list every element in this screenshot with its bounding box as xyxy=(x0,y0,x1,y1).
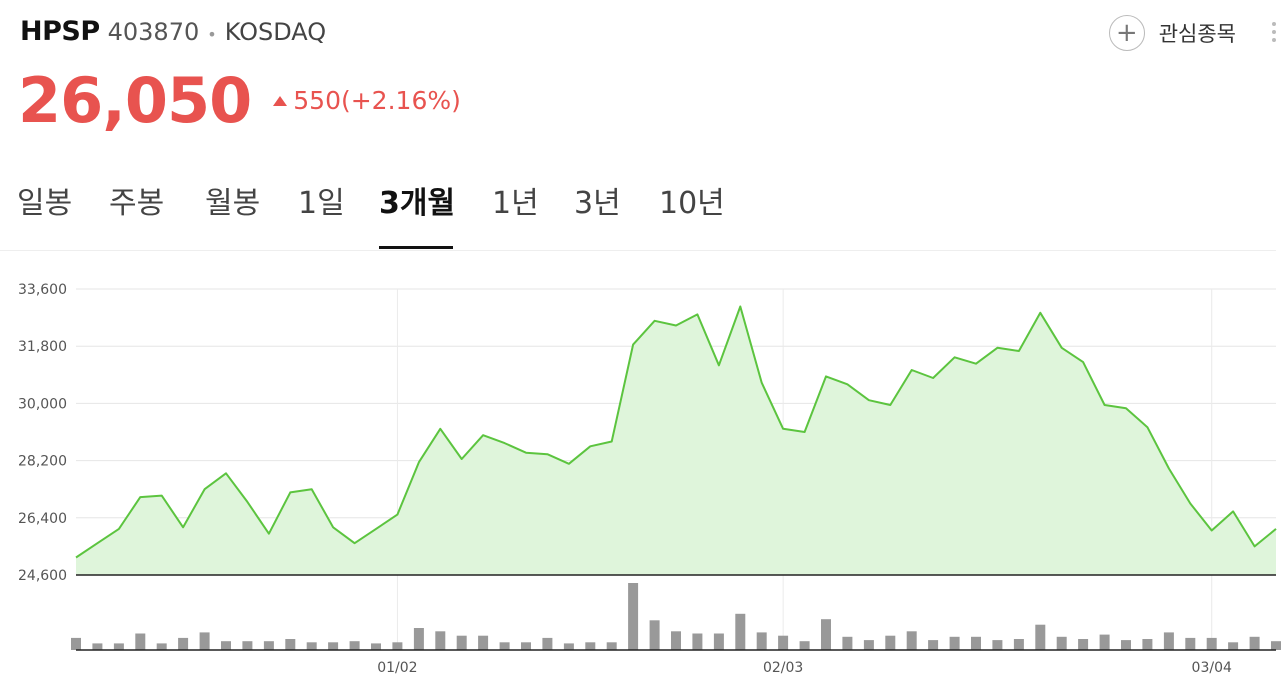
current-price: 26,050 xyxy=(18,64,252,137)
x-tick-label: 03/04 xyxy=(1192,660,1232,676)
volume-bar xyxy=(1249,636,1260,650)
volume-bar xyxy=(1035,624,1046,650)
volume-bar xyxy=(821,619,831,650)
volume-bar xyxy=(1206,637,1217,650)
volume-bar xyxy=(971,636,981,650)
y-tick-label: 26,400 xyxy=(18,511,67,527)
volume-bar xyxy=(606,642,617,650)
volume-bar xyxy=(563,643,574,650)
volume-bar xyxy=(413,628,424,650)
stock-name: HPSP xyxy=(20,16,100,47)
volume-bar xyxy=(542,637,553,650)
volume-bar xyxy=(392,642,403,650)
volume-bar xyxy=(156,643,167,650)
price-row: 26,050 550(+2.16%) xyxy=(18,64,461,137)
tab-weekly[interactable]: 주봉 xyxy=(109,186,165,221)
volume-bar xyxy=(456,635,467,650)
volume-bar xyxy=(242,641,253,650)
plus-icon: + xyxy=(1108,15,1145,51)
volume-bar xyxy=(92,643,103,650)
volume-bar xyxy=(1163,632,1174,650)
volume-bar xyxy=(285,639,296,650)
volume-bar xyxy=(906,631,917,650)
volume-bar xyxy=(349,641,360,650)
volume-bar xyxy=(799,641,810,650)
volume-bar xyxy=(435,631,446,650)
tab-3year[interactable]: 3년 xyxy=(574,186,621,221)
volume-bar xyxy=(1099,634,1110,650)
up-arrow-icon xyxy=(273,95,288,106)
volume-bar xyxy=(1013,639,1024,650)
y-tick-label: 30,000 xyxy=(18,396,67,412)
volume-bar xyxy=(521,642,531,650)
period-tabs: 일봉 주봉 월봉 1일 3개월 1년 3년 10년 xyxy=(0,172,1276,251)
y-tick-label: 33,600 xyxy=(18,282,67,298)
volume-bar xyxy=(71,637,81,650)
volume-bar xyxy=(221,641,231,650)
volume-bar xyxy=(778,635,789,650)
volume-bar xyxy=(135,633,146,650)
active-tab-indicator xyxy=(379,246,453,249)
volume-bar xyxy=(628,583,639,650)
y-tick-label: 31,800 xyxy=(18,339,67,355)
volume-bar xyxy=(1271,641,1281,650)
tab-1day[interactable]: 1일 xyxy=(298,186,345,221)
volume-bar xyxy=(585,642,596,650)
market-name: KOSDAQ xyxy=(224,18,327,46)
x-tick-label: 02/03 xyxy=(763,660,803,676)
volume-bar xyxy=(263,641,274,650)
volume-bar xyxy=(649,620,660,650)
volume-bar xyxy=(371,643,381,650)
volume-bar xyxy=(735,613,746,650)
volume-bar xyxy=(992,640,1003,650)
y-tick-label: 24,600 xyxy=(18,568,67,584)
stock-header: HPSP 403870 • KOSDAQ xyxy=(20,16,326,56)
volume-bar xyxy=(1228,642,1239,650)
volume-bar xyxy=(199,632,210,650)
more-menu-icon[interactable] xyxy=(1272,22,1278,46)
volume-bar xyxy=(478,635,489,650)
price-area-fill xyxy=(76,306,1276,575)
price-line xyxy=(75,305,1277,559)
watchlist-label: 관심종목 xyxy=(1158,22,1236,46)
tab-10year[interactable]: 10년 xyxy=(659,186,725,221)
volume-bar xyxy=(756,632,767,650)
x-tick-label: 01/02 xyxy=(377,660,417,676)
volume-bar xyxy=(1121,640,1131,650)
volume-bar xyxy=(1142,639,1153,650)
volume-bar xyxy=(671,631,681,650)
volume-bar xyxy=(928,640,939,650)
volume-bar xyxy=(1185,637,1196,650)
volume-bar xyxy=(178,637,189,650)
volume-bar xyxy=(306,642,317,650)
volume-bar xyxy=(949,636,960,650)
volume-bar xyxy=(863,640,874,650)
volume-bar xyxy=(1078,639,1089,650)
volume-bar xyxy=(713,633,724,650)
volume-bar xyxy=(499,642,510,650)
price-change: 550(+2.16%) xyxy=(293,86,461,115)
volume-bar xyxy=(1056,636,1067,650)
volume-bar xyxy=(692,633,703,650)
tab-daily[interactable]: 일봉 xyxy=(17,186,73,221)
volume-bar xyxy=(113,643,124,650)
volume-bar xyxy=(885,635,896,650)
stock-code: 403870 xyxy=(107,18,200,46)
separator-dot: • xyxy=(207,25,217,44)
tab-1year[interactable]: 1년 xyxy=(492,186,539,221)
y-tick-label: 28,200 xyxy=(18,454,67,470)
tab-monthly[interactable]: 월봉 xyxy=(205,186,261,221)
add-watchlist-button[interactable]: + 관심종목 xyxy=(1108,15,1236,51)
volume-bar xyxy=(328,642,339,650)
volume-bar xyxy=(842,636,853,650)
price-chart[interactable]: 33,600 31,800 30,000 28,200 26,400 24,600 01/0… xyxy=(0,250,1288,692)
tab-3month[interactable]: 3개월 xyxy=(379,186,456,221)
